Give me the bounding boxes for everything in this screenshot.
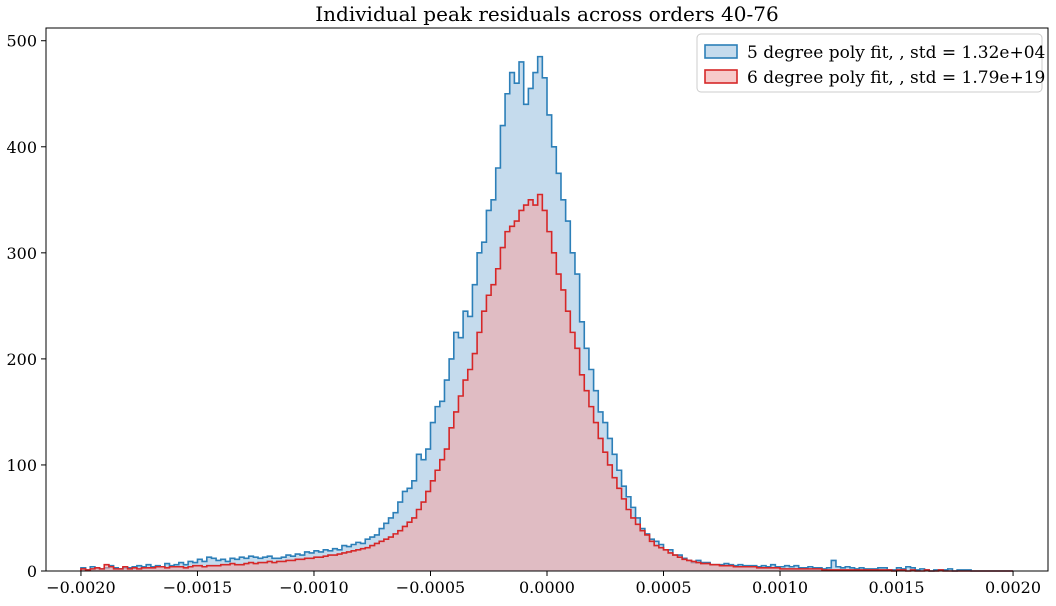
legend-label: 6 degree poly fit, , std = 1.79e+19 [747, 68, 1045, 88]
x-tick-label: −0.0020 [46, 578, 115, 597]
series-layer [80, 55, 1014, 572]
legend-entry-2: 6 degree poly fit, , std = 1.79e+19 [704, 68, 1045, 88]
legend: 5 degree poly fit, , std = 1.32e+04 6 deg… [696, 33, 1045, 93]
x-tick-label: 0.0000 [519, 578, 575, 597]
x-tick-label: −0.0005 [396, 578, 465, 597]
y-tick-label: 500 [6, 32, 37, 51]
x-tick-label: −0.0015 [163, 578, 232, 597]
series-2-step-line [80, 193, 1014, 572]
series-2-fill [80, 194, 1014, 571]
legend-entry-1: 5 degree poly fit, , std = 1.32e+04 [704, 43, 1045, 63]
series-1-step-line [80, 55, 1014, 572]
y-tick-label: 300 [6, 244, 37, 263]
x-tick-label: 0.0010 [752, 578, 808, 597]
series-2 [80, 193, 1014, 572]
x-tick-label: −0.0010 [279, 578, 348, 597]
x-tick-label: 0.0020 [985, 578, 1041, 597]
chart-title: Individual peak residuals across orders … [315, 2, 778, 26]
legend-box [696, 33, 1043, 93]
legend-label: 5 degree poly fit, , std = 1.32e+04 [747, 43, 1045, 63]
y-tick-label: 0 [27, 562, 37, 581]
legend-swatch [704, 44, 738, 59]
x-axis: −0.0020 −0.0015 −0.0010 −0.0005 0.0000 0.0005… [46, 571, 1041, 597]
y-axis: 0 100 200 300 400 500 [6, 32, 46, 581]
y-tick-label: 400 [6, 138, 37, 157]
y-tick-label: 200 [6, 350, 37, 369]
x-tick-label: 0.0005 [636, 578, 692, 597]
x-tick-label: 0.0015 [869, 578, 925, 597]
legend-swatch [704, 69, 738, 84]
y-tick-label: 100 [6, 456, 37, 475]
